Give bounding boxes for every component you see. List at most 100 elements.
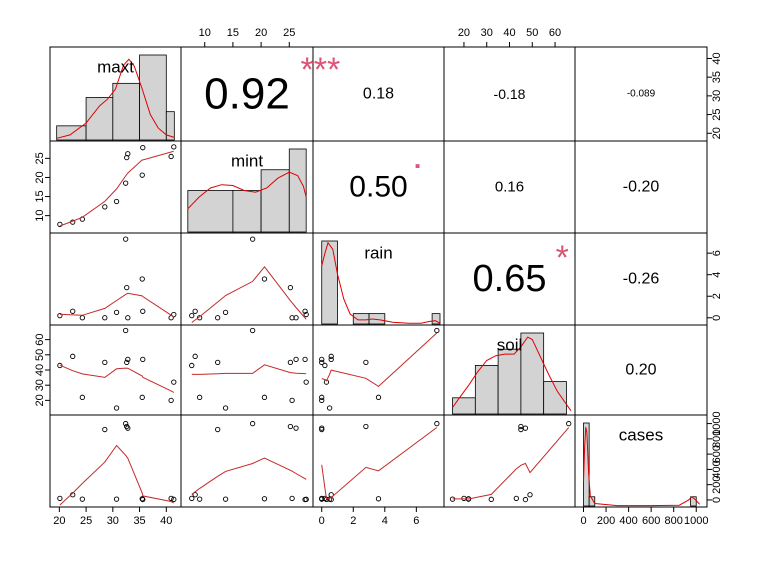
correlation-maxt-cases: -0.089: [627, 89, 656, 100]
significance-stars-mint-rain: ■: [415, 162, 420, 171]
point-cases-vs-soil: [522, 425, 529, 431]
panel-frame-cases-soil: [443, 414, 576, 508]
point-rain-vs-maxt: [102, 315, 108, 321]
x-tick-label-soil: 20: [458, 27, 470, 39]
significance-stars-maxt-mint: ***: [301, 51, 341, 89]
panel-frame-cases-mint: [180, 414, 314, 508]
x-tick-label-mint: 20: [255, 27, 267, 39]
smooth-line-soil-vs-rain: [321, 332, 438, 388]
point-soil-vs-mint: [287, 359, 294, 366]
point-cases-vs-mint: [261, 496, 268, 502]
y-tick-label-cases: 400: [711, 460, 723, 478]
histogram-bar-mint: [260, 169, 290, 233]
point-soil-vs-maxt: [139, 394, 145, 400]
x-tick-label-cases: 600: [642, 515, 660, 527]
y-tick-label-maxt: 30: [711, 90, 723, 102]
point-rain-vs-mint: [287, 284, 294, 291]
y-tick-label-maxt: 25: [711, 108, 723, 120]
panel-frame-rain-maxt: [49, 232, 182, 326]
histogram-bar-maxt: [139, 54, 167, 141]
point-cases-vs-maxt: [57, 495, 63, 502]
correlation-rain-cases: -0.26: [623, 271, 660, 288]
point-rain-vs-mint: [249, 236, 256, 242]
variable-label-maxt: maxt: [97, 58, 134, 77]
point-soil-vs-mint: [293, 356, 299, 363]
point-cases-vs-maxt: [102, 426, 108, 433]
point-rain-vs-mint: [293, 315, 299, 321]
x-tick-label-cases: 200: [597, 515, 615, 527]
point-cases-vs-soil: [518, 426, 524, 433]
point-cases-vs-soil: [527, 492, 533, 498]
point-rain-vs-maxt: [140, 308, 146, 314]
point-cases-vs-soil: [522, 496, 529, 503]
point-mint-vs-maxt: [113, 198, 120, 205]
point-soil-vs-rain: [363, 359, 369, 366]
correlation-soil-cases: 0.20: [625, 362, 656, 379]
histogram-bar-rain: [352, 313, 370, 325]
point-cases-vs-mint: [192, 492, 198, 498]
x-tick-label-maxt: 40: [160, 515, 172, 527]
histogram-bar-soil: [543, 381, 567, 415]
point-mint-vs-maxt: [171, 144, 177, 150]
point-soil-vs-maxt: [70, 353, 76, 359]
smooth-line-soil-vs-maxt: [59, 364, 175, 393]
point-rain-vs-maxt: [70, 308, 76, 314]
point-mint-vs-maxt: [139, 172, 145, 178]
histogram-bar-soil: [497, 348, 522, 415]
y-tick-label-maxt: 35: [711, 71, 723, 83]
x-tick-label-mint: 10: [199, 27, 211, 39]
point-soil-vs-maxt: [168, 397, 174, 404]
point-soil-vs-mint: [249, 327, 256, 334]
density-curve-rain: [321, 241, 441, 324]
point-cases-vs-rain: [434, 420, 440, 427]
x-tick-label-maxt: 35: [133, 515, 145, 527]
point-soil-vs-rain: [328, 353, 334, 359]
point-cases-vs-maxt: [168, 495, 174, 502]
x-tick-label-rain: 2: [350, 515, 356, 527]
point-rain-vs-mint: [261, 276, 268, 282]
point-soil-vs-rain: [319, 359, 325, 366]
y-tick-label-maxt: 40: [711, 52, 723, 64]
y-tick-label-rain: 4: [711, 272, 723, 278]
point-rain-vs-maxt: [79, 315, 85, 321]
y-tick-label-soil: 40: [34, 364, 46, 376]
y-tick-label-cases: 600: [711, 445, 723, 463]
point-cases-vs-mint: [189, 495, 195, 502]
panel-frame-cases-maxt: [49, 414, 182, 508]
point-cases-vs-maxt: [171, 496, 177, 502]
point-mint-vs-maxt: [140, 145, 146, 151]
point-rain-vs-mint: [215, 315, 221, 321]
point-cases-vs-mint: [197, 496, 203, 502]
panel-frame-soil-mint: [180, 324, 314, 416]
histogram-bar-mint: [232, 190, 262, 233]
point-cases-vs-rain: [363, 423, 369, 430]
correlation-rain-soil: 0.65: [473, 258, 547, 300]
smooth-line-rain-vs-maxt: [59, 292, 175, 318]
point-soil-vs-rain: [319, 394, 325, 400]
point-mint-vs-maxt: [57, 221, 63, 228]
density-curve-mint: [187, 171, 307, 210]
x-tick-label-soil: 50: [526, 27, 538, 39]
y-tick-label-rain: 6: [711, 250, 723, 256]
point-soil-vs-maxt: [79, 394, 85, 400]
point-soil-vs-mint: [289, 397, 295, 404]
point-soil-vs-maxt: [140, 356, 146, 363]
point-mint-vs-maxt: [125, 151, 131, 157]
smooth-line-rain-vs-mint: [191, 265, 307, 323]
point-soil-vs-maxt: [102, 359, 108, 366]
point-soil-vs-mint: [192, 353, 198, 359]
x-tick-label-cases: 1000: [684, 515, 708, 527]
point-rain-vs-maxt: [125, 315, 131, 321]
y-tick-label-rain: 0: [711, 315, 723, 321]
histogram-bar-cases: [583, 422, 590, 507]
point-soil-vs-rain: [328, 356, 334, 363]
point-cases-vs-mint: [287, 423, 294, 430]
histogram-bar-soil: [452, 397, 476, 415]
x-tick-label-soil: 60: [549, 27, 561, 39]
point-cases-vs-maxt: [79, 496, 85, 502]
variable-label-rain: rain: [364, 244, 392, 263]
point-soil-vs-rain: [375, 394, 382, 400]
x-tick-label-maxt: 20: [53, 515, 65, 527]
x-tick-label-rain: 6: [413, 515, 419, 527]
histogram-bar-rain: [431, 313, 441, 325]
